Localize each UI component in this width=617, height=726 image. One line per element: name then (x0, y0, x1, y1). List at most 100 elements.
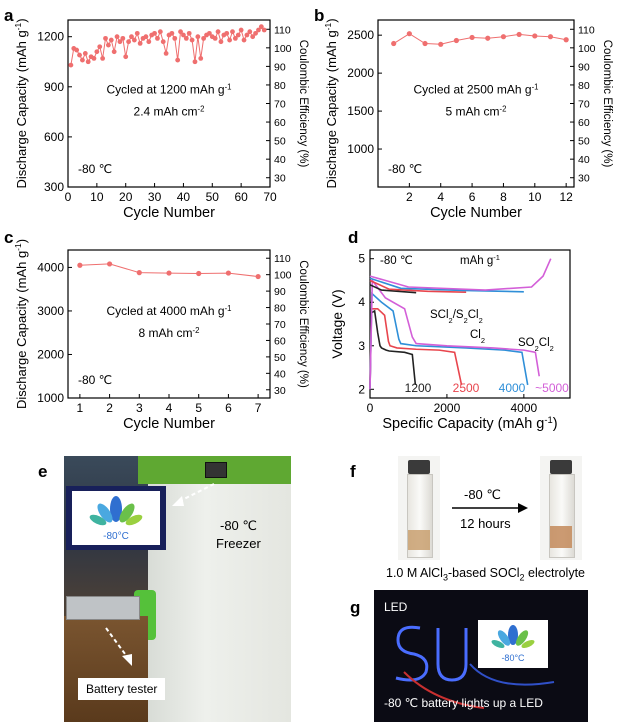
electrolyte-caption: 1.0 M AlCl3-based SOCl2 electrolyte (386, 566, 586, 583)
data-point-42 (186, 30, 192, 36)
y2-tick-label: 100 (274, 43, 292, 55)
data-point-56 (227, 37, 233, 43)
cabinet (64, 616, 148, 722)
cl2-annotation: Cl2 (470, 329, 485, 345)
data-point-9 (91, 56, 97, 61)
data-point-1 (391, 40, 397, 47)
y-tick-label: 1000 (347, 142, 374, 156)
y-tick-label: 3000 (37, 304, 64, 318)
data-point-6 (225, 270, 232, 276)
y2-tick-label: 60 (274, 335, 286, 347)
scl2-annotation: SCl2/S2Cl2 (430, 309, 483, 325)
voltage-curve-2500 (369, 307, 463, 390)
data-point-66 (256, 27, 261, 33)
data-point-63 (247, 29, 253, 35)
y-tick-label: 1000 (37, 391, 64, 405)
freezer-body (148, 458, 291, 722)
y2-tick-label: 40 (274, 368, 286, 380)
data-point-4 (166, 270, 172, 276)
flower-logo-icon (89, 496, 143, 526)
annotation-rate: Cycled at 1200 mAh g-1 (106, 82, 231, 97)
data-point-61 (241, 37, 247, 43)
x-tick-label: 10 (528, 190, 542, 204)
data-point-55 (224, 30, 230, 36)
data-point-3 (136, 270, 142, 276)
panel-label-f: f (350, 462, 356, 481)
data-point-30 (152, 30, 157, 36)
y2-tick-label: 50 (274, 352, 286, 364)
data-point-34 (163, 51, 169, 56)
led-screen-temp: -80°C (501, 653, 525, 663)
series-label-2500: 2500 (453, 381, 480, 395)
so2cl2-annotation: SO2Cl2 (518, 337, 554, 353)
data-point-24 (134, 30, 140, 36)
voltage-curve-charge-1200 (369, 284, 417, 294)
y-axis-label: Discharge Capacity (mAh g-1) (13, 18, 29, 188)
y2-tick-label: 100 (578, 43, 596, 55)
data-point-46 (198, 56, 204, 61)
flower-logo-icon-g (491, 625, 535, 649)
vial-before (398, 456, 440, 560)
data-point-4 (438, 41, 444, 47)
y2-tick-label: 70 (274, 319, 286, 331)
y2-tick-label: 110 (274, 24, 291, 36)
x-tick-label: 6 (225, 401, 232, 415)
y2-tick-label: 100 (274, 270, 292, 282)
y2-tick-label: 70 (578, 99, 590, 111)
y2-tick-label: 70 (274, 99, 286, 111)
y2-tick-label: 30 (578, 173, 590, 185)
data-point-38 (175, 57, 181, 63)
data-point-8 (500, 34, 507, 40)
data-point-7 (85, 59, 91, 65)
arrow-temp-label: -80 ℃ (464, 487, 502, 502)
data-point-3 (74, 47, 80, 53)
y2-tick-label: 40 (578, 154, 590, 166)
monitor: -80°C (66, 486, 166, 550)
monitor-temp-label: -80°C (103, 531, 129, 542)
vial-after (540, 456, 582, 560)
y-tick-label: 900 (44, 80, 64, 94)
y-tick-label: 2000 (37, 347, 64, 361)
annotation-areal: 5 mAh cm-2 (446, 104, 507, 119)
x-tick-label: 7 (255, 401, 262, 415)
x-tick-label: 4000 (510, 401, 537, 415)
panel-label-d: d (348, 228, 359, 247)
data-point-31 (155, 35, 160, 41)
x-tick-label: 8 (500, 190, 507, 204)
data-point-45 (195, 34, 201, 40)
led-label: LED (384, 600, 408, 614)
freezer-label: Freezer (216, 536, 261, 551)
temp-label: -80 ℃ (78, 373, 112, 387)
led-caption: -80 ℃ battery lights up a LED (384, 696, 543, 710)
freezer-photo: -80°C -80 ℃ Freezer Battery tester (64, 456, 291, 722)
data-point-5 (453, 37, 459, 44)
x-tick-label: 4 (166, 401, 173, 415)
data-point-21 (126, 39, 131, 45)
arrow-time-label: 12 hours (460, 516, 511, 531)
y2-tick-label: 90 (578, 61, 590, 73)
data-point-7 (485, 35, 491, 41)
x-tick-label: 2 (106, 401, 113, 415)
wires-icon (403, 663, 555, 709)
temp-label: -80 ℃ (380, 255, 413, 267)
y-tick-label: 2500 (347, 28, 374, 42)
data-point-43 (189, 37, 195, 43)
data-point-11 (547, 34, 554, 40)
data-point-9 (516, 31, 522, 38)
capacity-series-line (393, 33, 567, 45)
data-point-25 (137, 40, 143, 46)
x-tick-label: 5 (195, 401, 202, 415)
pointer-arrow-tester-icon (105, 627, 132, 666)
data-point-65 (253, 30, 258, 36)
data-point-11 (97, 44, 103, 50)
data-point-41 (183, 35, 189, 41)
data-point-18 (117, 39, 123, 45)
x-axis-label: Specific Capacity (mAh g-1) (382, 414, 557, 433)
y-tick-label: 2 (358, 382, 365, 396)
led-su-icon (395, 625, 468, 682)
data-point-19 (120, 35, 126, 41)
data-point-68 (261, 27, 267, 33)
data-point-4 (77, 52, 82, 58)
x-tick-label: 0 (65, 190, 72, 204)
y2-tick-label: 30 (274, 173, 286, 185)
